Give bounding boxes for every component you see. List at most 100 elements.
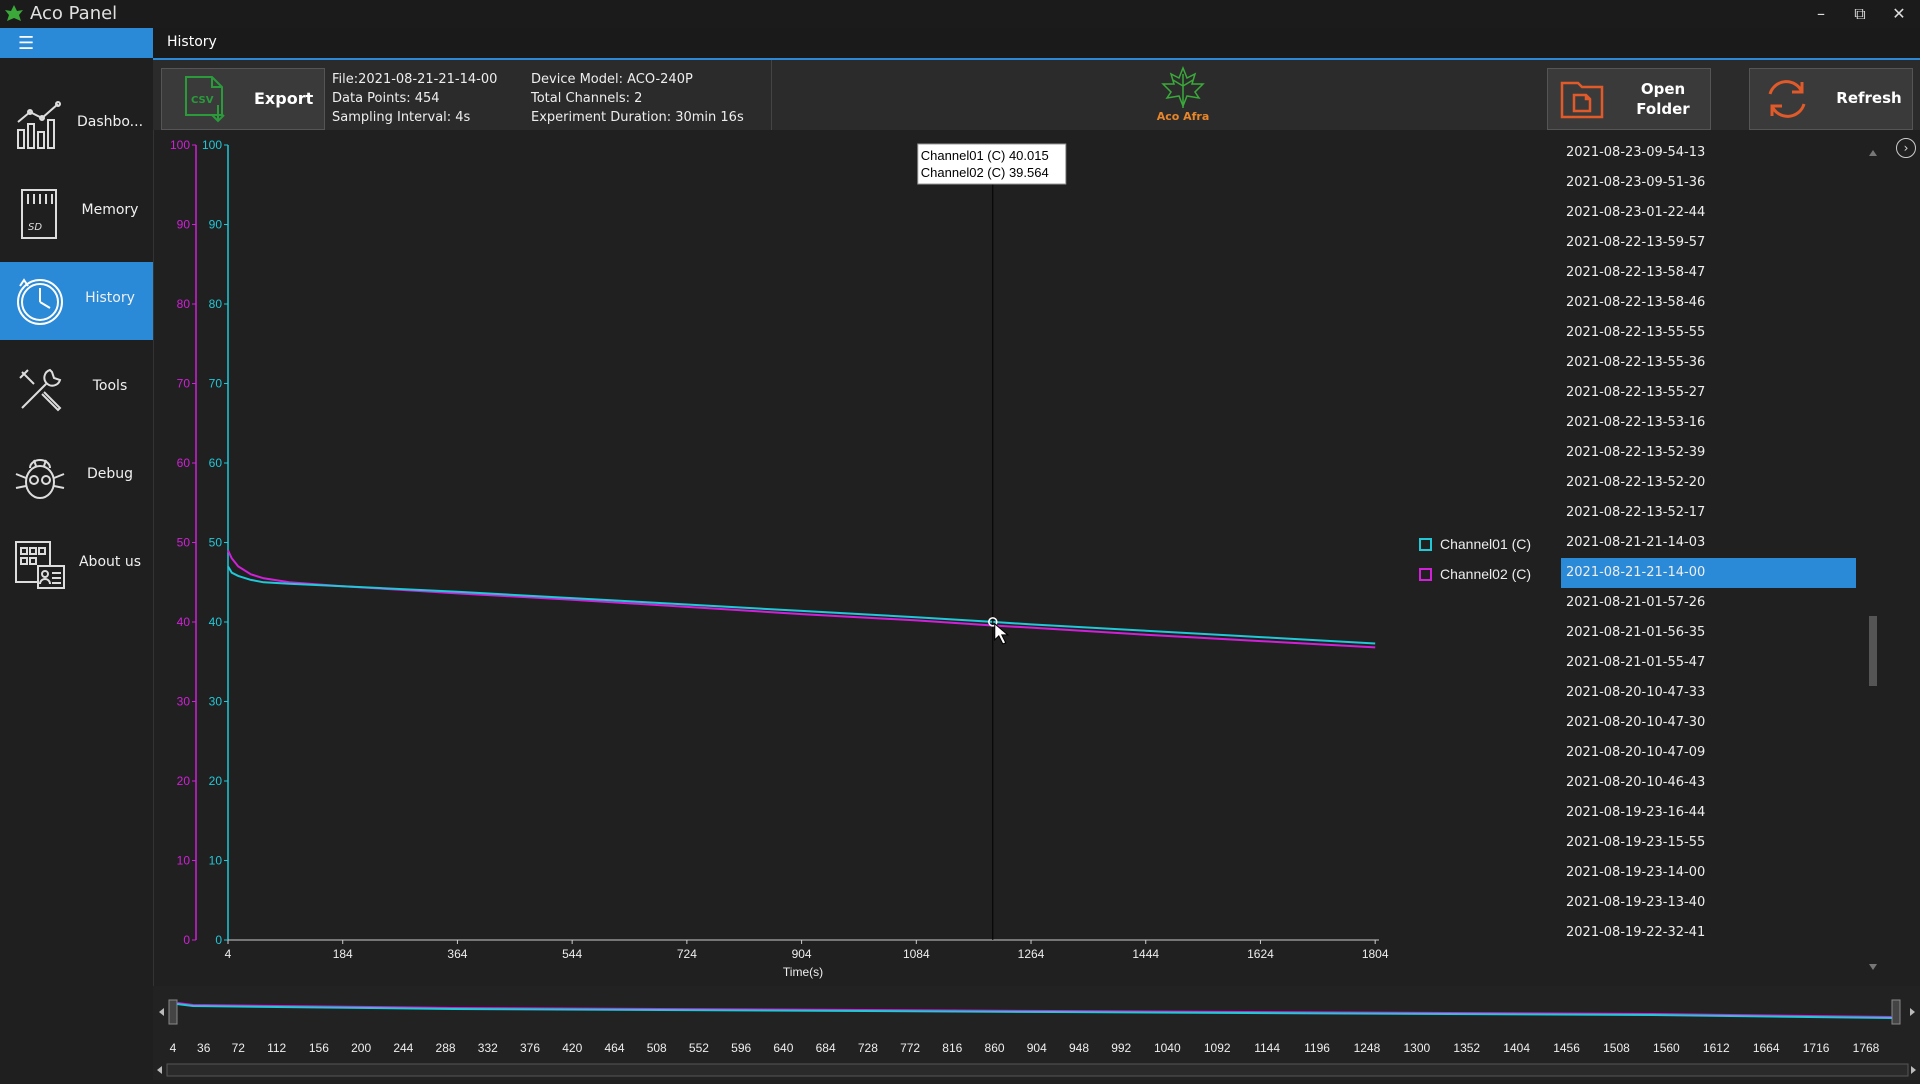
divider bbox=[771, 60, 772, 130]
overview-tick-label: 1560 bbox=[1653, 1041, 1680, 1055]
file-list-item[interactable]: 2021-08-19-23-15-55 bbox=[1566, 835, 1706, 850]
data-points: Data Points: 454 bbox=[332, 91, 440, 106]
sidebar-item-memory[interactable]: SD Memory bbox=[0, 174, 153, 252]
collapse-panel-icon[interactable]: › bbox=[1896, 138, 1916, 158]
export-label: Export bbox=[254, 89, 314, 108]
y-tick-label-secondary: 10 bbox=[177, 854, 191, 868]
refresh-button[interactable]: Refresh bbox=[1749, 68, 1913, 130]
sidebar-item-label: About us bbox=[78, 554, 141, 570]
file-list-item[interactable]: 2021-08-20-10-47-09 bbox=[1566, 745, 1706, 760]
overview-tick-label: 1456 bbox=[1553, 1041, 1580, 1055]
open-folder-label-line2: Folder bbox=[1636, 100, 1690, 118]
sidebar-item-dashboard[interactable]: Dashbo... bbox=[0, 86, 153, 164]
overview-tick-label: 948 bbox=[1069, 1041, 1089, 1055]
sidebar-item-debug[interactable]: Debug bbox=[0, 438, 153, 516]
line-chart[interactable]: 0 0 10 10 20 20 30 30 40 40 50 50 60 60 70 70 80 80 90 90 10… bbox=[153, 130, 1543, 980]
tooltip: Channel01 (C) 40.015 Channel02 (C) 39.564 bbox=[917, 143, 1067, 185]
range-handle-left bbox=[168, 999, 178, 1025]
file-list-item[interactable]: 2021-08-22-13-52-39 bbox=[1566, 445, 1706, 460]
overview-tick-label: 200 bbox=[351, 1041, 371, 1055]
file-list-item[interactable]: 2021-08-21-21-14-03 bbox=[1566, 535, 1706, 550]
file-list-item[interactable]: 2021-08-20-10-46-43 bbox=[1566, 775, 1706, 790]
overview-tick-label: 728 bbox=[858, 1041, 878, 1055]
total-channels: Total Channels: 2 bbox=[531, 91, 643, 106]
overview-tick-label: 1612 bbox=[1703, 1041, 1730, 1055]
open-folder-label-line1: Open bbox=[1640, 80, 1686, 98]
sidebar-item-about[interactable]: About us bbox=[0, 526, 153, 604]
file-list-item[interactable]: 2021-08-23-01-22-44 bbox=[1566, 205, 1706, 220]
overview-chart[interactable]: 4 36 72 112 156 200 244 288 332 376 420 464 508 552 59… bbox=[153, 986, 1920, 1080]
sidebar-item-label: Dashbo... bbox=[76, 114, 144, 130]
file-name: File:2021-08-21-21-14-00 bbox=[332, 72, 498, 87]
y-tick-label: 100 bbox=[202, 138, 222, 152]
y-tick-label: 20 bbox=[209, 774, 223, 788]
file-list-item[interactable]: 2021-08-21-21-14-00 bbox=[1561, 558, 1856, 588]
sidebar-item-label: History bbox=[85, 290, 135, 306]
file-list-item[interactable]: 2021-08-20-10-47-30 bbox=[1566, 715, 1706, 730]
file-list-item[interactable]: 2021-08-23-09-51-36 bbox=[1566, 175, 1706, 190]
y-tick-label: 60 bbox=[209, 456, 223, 470]
overview-tick-label: 684 bbox=[816, 1041, 836, 1055]
file-list-item[interactable]: 2021-08-21-01-57-26 bbox=[1566, 595, 1706, 610]
file-list-item[interactable]: 2021-08-19-23-14-00 bbox=[1566, 865, 1706, 880]
y-tick-label-secondary: 70 bbox=[177, 377, 191, 391]
overview-series-channel01 bbox=[176, 1003, 1893, 1019]
x-tick-label: 724 bbox=[677, 947, 697, 961]
overview-tick-label: 1300 bbox=[1403, 1041, 1430, 1055]
file-list-item[interactable]: 2021-08-19-23-13-40 bbox=[1566, 895, 1706, 910]
scroll-left-arrow-icon bbox=[157, 1066, 162, 1074]
tab-history[interactable]: History bbox=[167, 34, 217, 50]
scroll-right-arrow-icon bbox=[1911, 1066, 1916, 1074]
open-folder-button[interactable]: Open Folder bbox=[1547, 68, 1711, 130]
overview-left-arrow-icon bbox=[159, 1008, 164, 1016]
maple-leaf-icon bbox=[1161, 66, 1205, 109]
tab-bar: History bbox=[153, 28, 1920, 60]
file-list-item[interactable]: 2021-08-22-13-58-46 bbox=[1566, 295, 1706, 310]
file-list-item[interactable]: 2021-08-22-13-52-17 bbox=[1566, 505, 1706, 520]
y-tick-label-secondary: 20 bbox=[177, 774, 191, 788]
overview-tick-label: 332 bbox=[478, 1041, 498, 1055]
overview-tick-label: 288 bbox=[436, 1041, 456, 1055]
x-tick-label: 1444 bbox=[1132, 947, 1159, 961]
overview-tick-label: 816 bbox=[942, 1041, 962, 1055]
sidebar-item-tools[interactable]: Tools bbox=[0, 350, 153, 428]
export-button[interactable]: CSV Export bbox=[161, 68, 325, 130]
device-model: Device Model: ACO-240P bbox=[531, 72, 693, 87]
y-tick-label-secondary: 100 bbox=[170, 138, 190, 152]
y-tick-label-secondary: 60 bbox=[177, 456, 191, 470]
sidebar-item-history[interactable]: History bbox=[0, 262, 153, 340]
csv-label: CSV bbox=[191, 95, 214, 106]
legend-label: Channel02 (C) bbox=[1440, 566, 1531, 582]
file-list-item[interactable]: 2021-08-22-13-53-16 bbox=[1566, 415, 1706, 430]
overview-tick-label: 1716 bbox=[1803, 1041, 1830, 1055]
y-tick-label: 70 bbox=[209, 377, 223, 391]
file-list-item[interactable]: 2021-08-22-13-59-57 bbox=[1566, 235, 1706, 250]
chart-area: 0 0 10 10 20 20 30 30 40 40 50 50 60 60 70 70 80 80 90 90 10… bbox=[153, 130, 1543, 980]
y-tick-label-secondary: 30 bbox=[177, 695, 191, 709]
file-list-item[interactable]: 2021-08-22-13-55-27 bbox=[1566, 385, 1706, 400]
file-list-item[interactable]: 2021-08-23-09-54-13 bbox=[1566, 145, 1706, 160]
file-list-item[interactable]: 2021-08-22-13-52-20 bbox=[1566, 475, 1706, 490]
overview-tick-label: 1196 bbox=[1304, 1041, 1330, 1055]
close-icon[interactable]: ✕ bbox=[1892, 4, 1906, 23]
hamburger-menu-button[interactable]: ☰ bbox=[0, 28, 153, 58]
overview-tick-label: 376 bbox=[520, 1041, 540, 1055]
file-list-scrollbar[interactable] bbox=[1866, 146, 1880, 974]
file-list-item[interactable]: 2021-08-19-23-16-44 bbox=[1566, 805, 1706, 820]
file-list-item[interactable]: 2021-08-22-13-58-47 bbox=[1566, 265, 1706, 280]
tools-icon bbox=[19, 368, 62, 412]
y-tick-label: 0 bbox=[215, 933, 222, 947]
file-list-item[interactable]: 2021-08-20-10-47-33 bbox=[1566, 685, 1706, 700]
restore-icon[interactable]: ⧉ bbox=[1854, 4, 1866, 23]
file-list-item[interactable]: 2021-08-22-13-55-36 bbox=[1566, 355, 1706, 370]
y-tick-label: 30 bbox=[209, 695, 223, 709]
dashboard-chart-icon bbox=[17, 101, 61, 149]
overview-tick-label: 420 bbox=[562, 1041, 582, 1055]
clock-icon bbox=[17, 278, 63, 325]
file-list-item[interactable]: 2021-08-21-01-55-47 bbox=[1566, 655, 1706, 670]
file-list-item[interactable]: 2021-08-19-22-32-41 bbox=[1566, 925, 1706, 940]
file-list-item[interactable]: 2021-08-21-01-56-35 bbox=[1566, 625, 1706, 640]
file-list-item[interactable]: 2021-08-22-13-55-55 bbox=[1566, 325, 1706, 340]
y-tick-label: 10 bbox=[209, 854, 223, 868]
minimize-icon[interactable]: – bbox=[1817, 4, 1825, 23]
